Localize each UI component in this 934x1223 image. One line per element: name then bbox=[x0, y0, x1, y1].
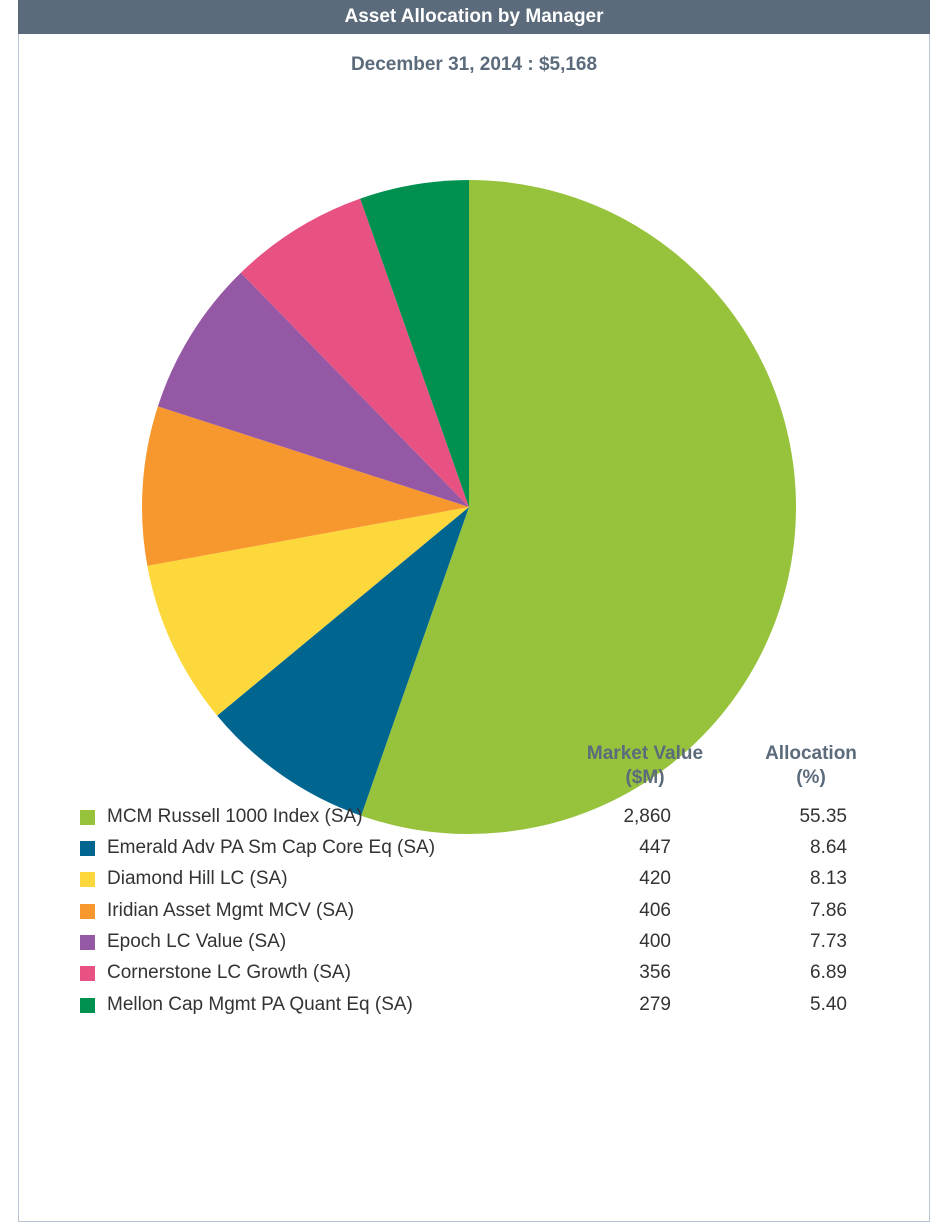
legend-swatch bbox=[80, 935, 95, 950]
market-value: 356 bbox=[639, 962, 671, 983]
legend-row: Mellon Cap Mgmt PA Quant Eq (SA) 279 5.40 bbox=[0, 994, 934, 1018]
legend-swatch bbox=[80, 904, 95, 919]
column-header: Allocation (%) bbox=[765, 743, 857, 788]
allocation: 8.64 bbox=[810, 837, 847, 858]
allocation: 6.89 bbox=[810, 962, 847, 983]
allocation: 55.35 bbox=[799, 806, 847, 827]
market-value: 2,860 bbox=[623, 806, 671, 827]
legend-row: Epoch LC Value (SA) 400 7.73 bbox=[0, 931, 934, 955]
legend-label: Emerald Adv PA Sm Cap Core Eq (SA) bbox=[107, 837, 436, 858]
market-value: 420 bbox=[639, 868, 671, 889]
allocation: 7.86 bbox=[810, 900, 847, 921]
legend-label: Iridian Asset Mgmt MCV (SA) bbox=[107, 900, 355, 921]
pie-slice bbox=[217, 507, 469, 816]
market-value: 279 bbox=[639, 994, 671, 1015]
market-value: 400 bbox=[639, 931, 671, 952]
market-value: 406 bbox=[639, 900, 671, 921]
legend-swatch bbox=[80, 810, 95, 825]
legend-row: MCM Russell 1000 Index (SA) 2,860 55.35 bbox=[0, 806, 934, 830]
frame bbox=[18, 0, 930, 1222]
legend-label: Mellon Cap Mgmt PA Quant Eq (SA) bbox=[107, 994, 413, 1015]
market-value: 447 bbox=[639, 837, 671, 858]
pie-slice bbox=[361, 180, 796, 834]
chart-title: Asset Allocation by Manager bbox=[18, 0, 930, 34]
pie-slice bbox=[360, 180, 469, 507]
pie-slice bbox=[240, 198, 469, 507]
chart-subtitle: December 31, 2014 : $5,168 bbox=[350, 54, 598, 75]
legend-row: Diamond Hill LC (SA) 420 8.13 bbox=[0, 868, 934, 892]
pie-slice bbox=[142, 406, 470, 566]
allocation: 5.40 bbox=[810, 994, 847, 1015]
legend-label: Cornerstone LC Growth (SA) bbox=[107, 962, 351, 983]
legend-row: Emerald Adv PA Sm Cap Core Eq (SA) 447 8.6… bbox=[0, 837, 934, 861]
legend-label: Epoch LC Value (SA) bbox=[107, 931, 287, 952]
legend-row: Iridian Asset Mgmt MCV (SA) 406 7.86 bbox=[0, 900, 934, 924]
pie-slice bbox=[147, 507, 469, 716]
allocation: 7.73 bbox=[810, 931, 847, 952]
legend-swatch bbox=[80, 872, 95, 887]
pie-slice bbox=[157, 272, 469, 507]
column-header: Market Value ($M) bbox=[586, 743, 704, 788]
legend-label: MCM Russell 1000 Index (SA) bbox=[107, 806, 363, 827]
allocation: 8.13 bbox=[810, 868, 847, 889]
legend-swatch bbox=[80, 841, 95, 856]
legend-label: Diamond Hill LC (SA) bbox=[107, 868, 288, 889]
legend-row: Cornerstone LC Growth (SA) 356 6.89 bbox=[0, 962, 934, 986]
legend-swatch bbox=[80, 998, 95, 1013]
legend-swatch bbox=[80, 966, 95, 981]
